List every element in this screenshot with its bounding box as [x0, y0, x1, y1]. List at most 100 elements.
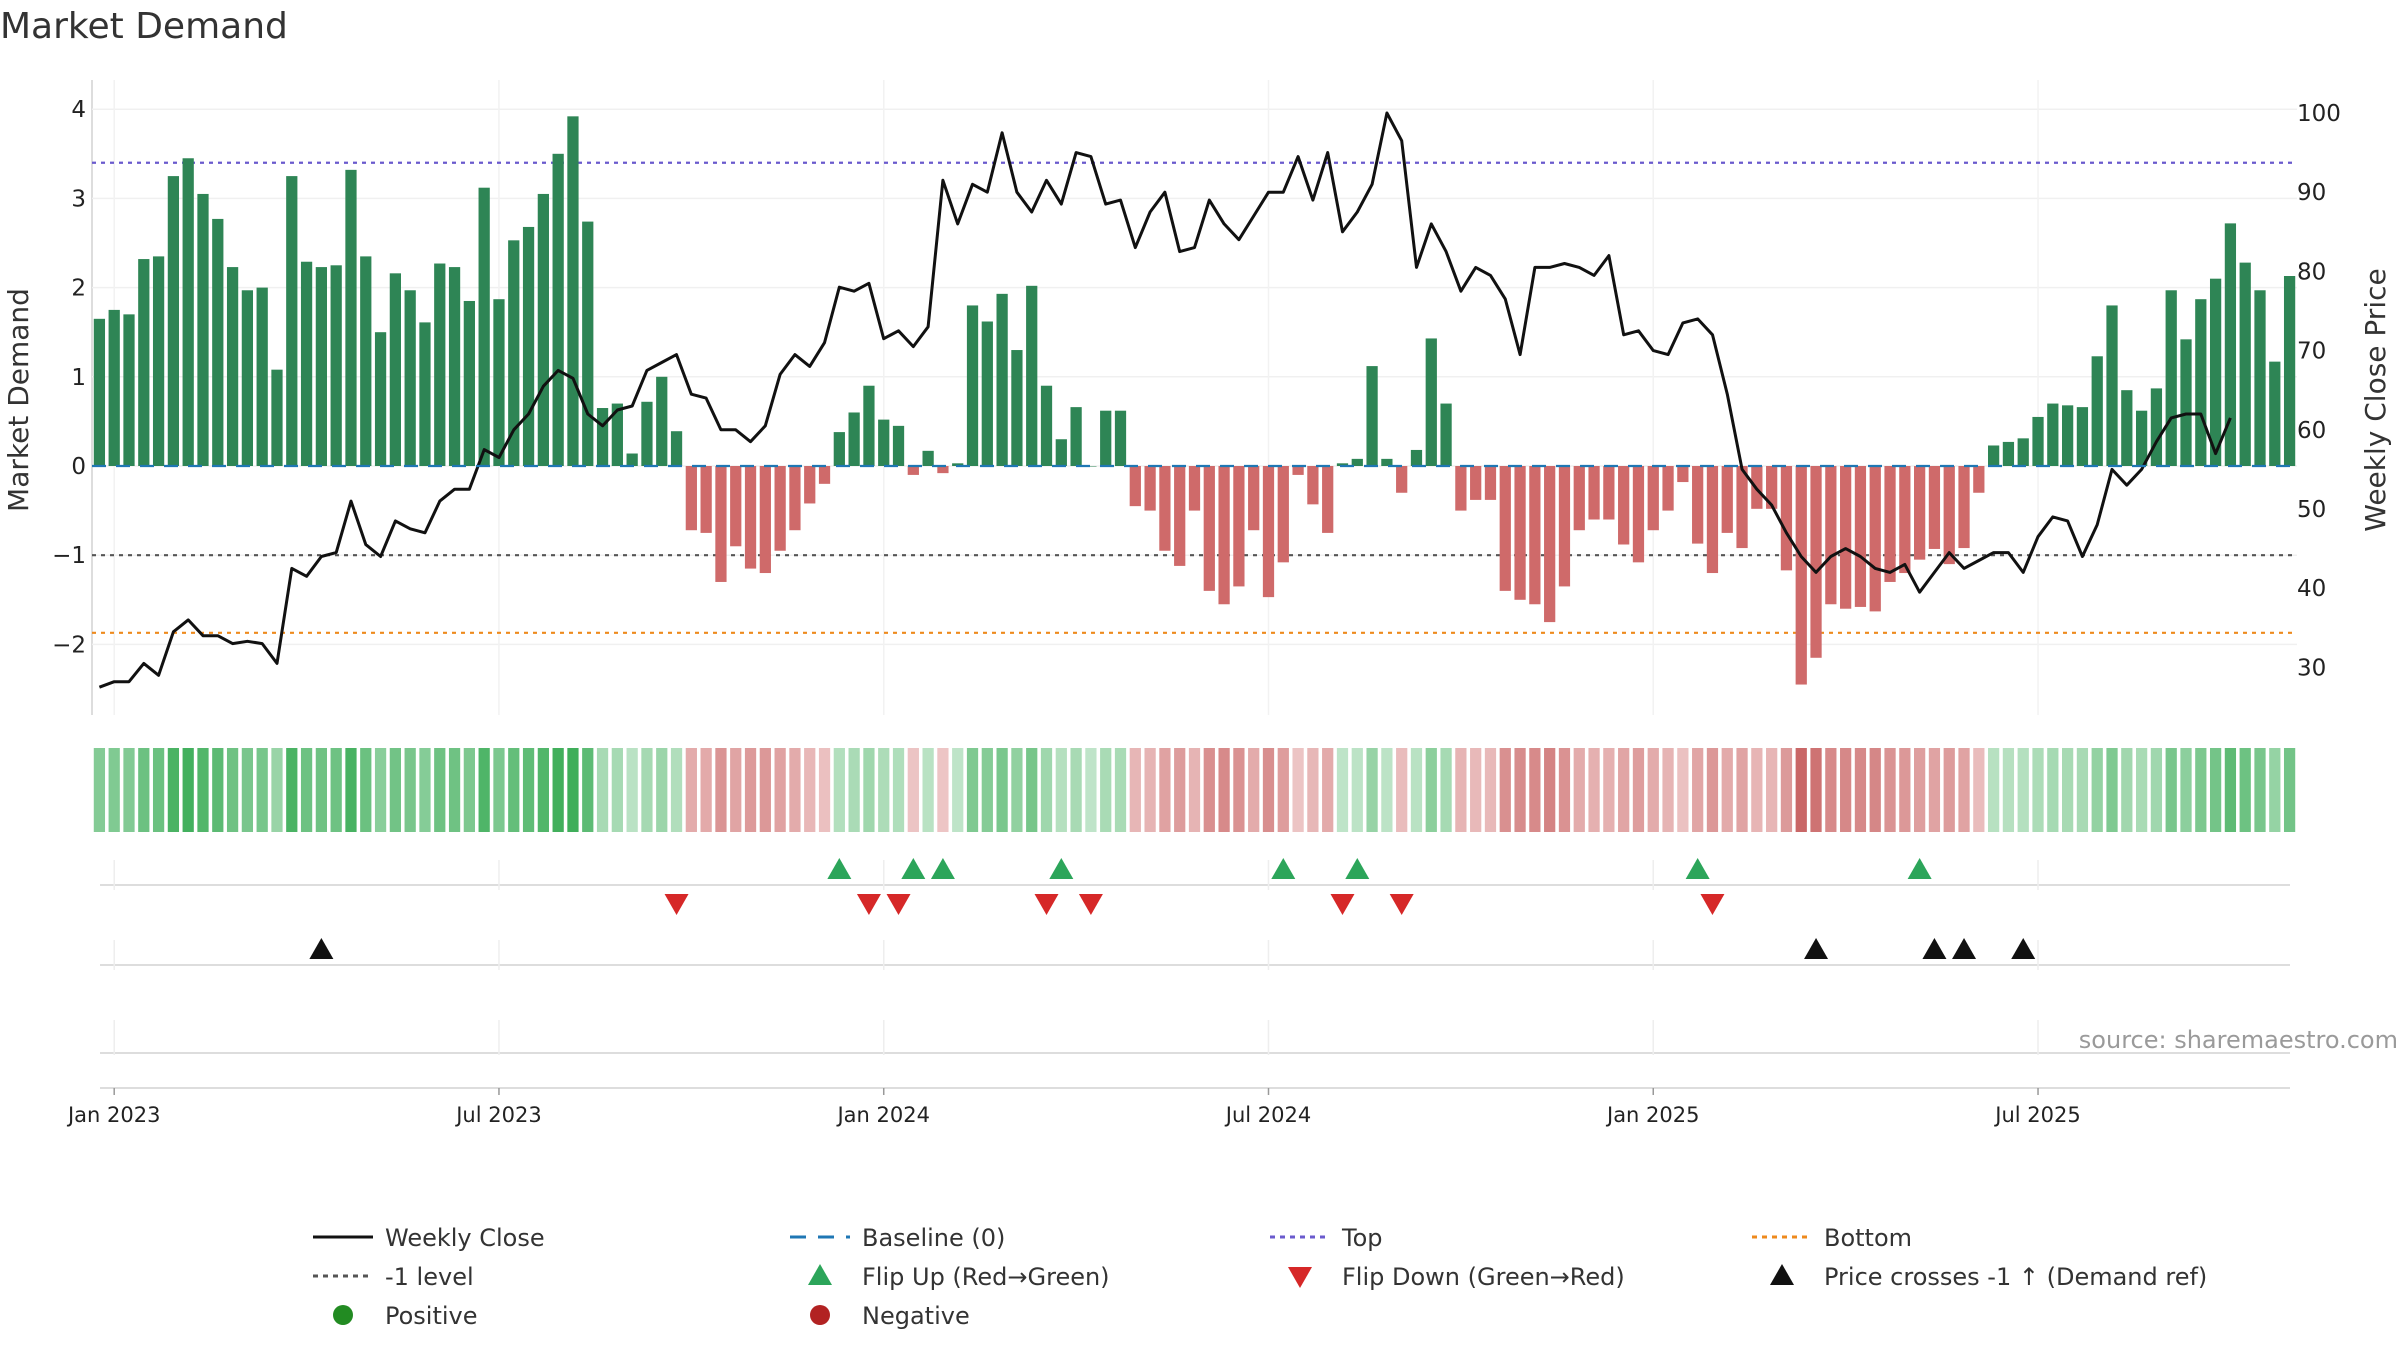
demand-bars: [93, 116, 2296, 685]
heat-cell: [1973, 748, 1985, 832]
demand-bar: [493, 299, 505, 466]
price-cross-marker: [1922, 938, 1947, 959]
right-y-tick-label: 60: [2297, 418, 2326, 444]
demand-bar: [522, 226, 535, 466]
heat-cell: [1618, 748, 1630, 832]
demand-bar: [1928, 466, 1941, 549]
demand-bar: [996, 293, 1008, 466]
demand-bar: [2269, 361, 2281, 466]
demand-bar: [1114, 410, 1127, 466]
demand-bar: [1825, 466, 1837, 605]
heat-cell: [952, 748, 964, 832]
demand-bar: [1085, 466, 1097, 467]
demand-bar: [271, 369, 283, 466]
heat-cell: [2121, 748, 2133, 832]
heat-cell: [1558, 748, 1571, 832]
x-tick-label: Jul 2024: [1224, 1103, 1311, 1127]
heat-cell: [1307, 748, 1319, 832]
right-y-axis-label: Weekly Close Price: [2359, 268, 2392, 531]
heat-cell: [360, 748, 372, 832]
heat-cell: [1544, 748, 1556, 832]
demand-bar: [2032, 416, 2044, 466]
heat-cell: [1410, 748, 1423, 832]
heat-cell: [1958, 748, 1970, 832]
demand-bar: [1544, 466, 1556, 623]
legend-swatch-dot: [810, 1305, 830, 1325]
heat-cell: [567, 748, 579, 832]
heat-cell: [715, 748, 727, 832]
demand-bar: [596, 408, 609, 466]
flip-up-marker: [901, 858, 926, 879]
heat-cell: [656, 748, 668, 832]
right-y-tick-label: 30: [2297, 655, 2326, 681]
demand-bar: [2224, 223, 2237, 466]
heat-cell: [1588, 748, 1600, 832]
heat-cell: [1721, 748, 1733, 832]
heat-cell: [789, 748, 801, 832]
heat-cell: [759, 748, 771, 832]
chart-title: Market Demand: [0, 6, 288, 47]
demand-bar: [1381, 458, 1393, 466]
demand-bar: [1943, 466, 1955, 565]
heat-cell: [2254, 748, 2266, 832]
left-y-tick-label: 4: [71, 97, 86, 123]
heat-cell: [922, 748, 934, 832]
heat-cell: [478, 748, 490, 832]
heat-cell: [1174, 748, 1186, 832]
demand-bar: [582, 221, 594, 466]
price-cross-markers: [309, 938, 2036, 959]
heat-cell: [2106, 748, 2118, 832]
left-y-tick-label: −2: [52, 632, 86, 658]
demand-bar: [212, 218, 224, 466]
flip-up-marker: [930, 858, 955, 879]
heat-cell: [1603, 748, 1615, 832]
price-cross-marker: [309, 938, 334, 959]
heat-cell: [1396, 748, 1408, 832]
heat-cell: [1114, 748, 1127, 832]
price-cross-marker: [2011, 938, 2036, 959]
legend-swatch-triangle-down: [1288, 1267, 1312, 1288]
demand-bar: [508, 240, 520, 466]
legend-item: Weekly Close: [313, 1224, 545, 1252]
heat-cell: [448, 748, 461, 832]
demand-bar: [1662, 466, 1674, 511]
heat-cell: [1840, 748, 1852, 832]
heat-cell: [1899, 748, 1911, 832]
demand-bar: [952, 463, 964, 466]
flip-up-marker: [1345, 858, 1370, 879]
legend-item: Positive: [333, 1302, 478, 1330]
demand-bar: [1958, 466, 1970, 549]
heat-cell: [1381, 748, 1393, 832]
heat-cell: [1026, 748, 1038, 832]
heat-cell: [1188, 748, 1201, 832]
heat-cell: [374, 748, 387, 832]
demand-bar: [759, 466, 771, 574]
demand-bar: [2195, 299, 2207, 466]
event-row-gridlines: [100, 860, 2290, 1089]
demand-bar: [389, 273, 401, 466]
legend-label: Price crosses -1 ↑ (Demand ref): [1824, 1263, 2207, 1291]
legend-label: -1 level: [385, 1263, 474, 1291]
heat-cell: [700, 748, 712, 832]
heat-cell: [1100, 748, 1112, 832]
demand-bar: [2239, 262, 2251, 466]
demand-bar: [789, 466, 801, 531]
demand-bar: [315, 267, 328, 466]
demand-bar: [1780, 466, 1793, 571]
demand-bar: [108, 309, 120, 466]
heat-cell: [685, 748, 697, 832]
flip-down-marker: [1389, 894, 1414, 915]
legend-item: Bottom: [1752, 1224, 1912, 1252]
demand-bar: [1692, 466, 1704, 544]
demand-bar: [1188, 466, 1201, 511]
demand-bar: [360, 256, 372, 466]
demand-bar: [1588, 466, 1600, 520]
demand-bar: [1766, 466, 1778, 509]
demand-bar: [1721, 466, 1733, 533]
demand-bar: [892, 425, 905, 466]
demand-bar: [774, 466, 786, 551]
left-y-tick-label: 0: [71, 454, 86, 480]
demand-bar: [167, 176, 180, 466]
heat-cell: [123, 748, 135, 832]
heat-cell: [907, 748, 919, 832]
